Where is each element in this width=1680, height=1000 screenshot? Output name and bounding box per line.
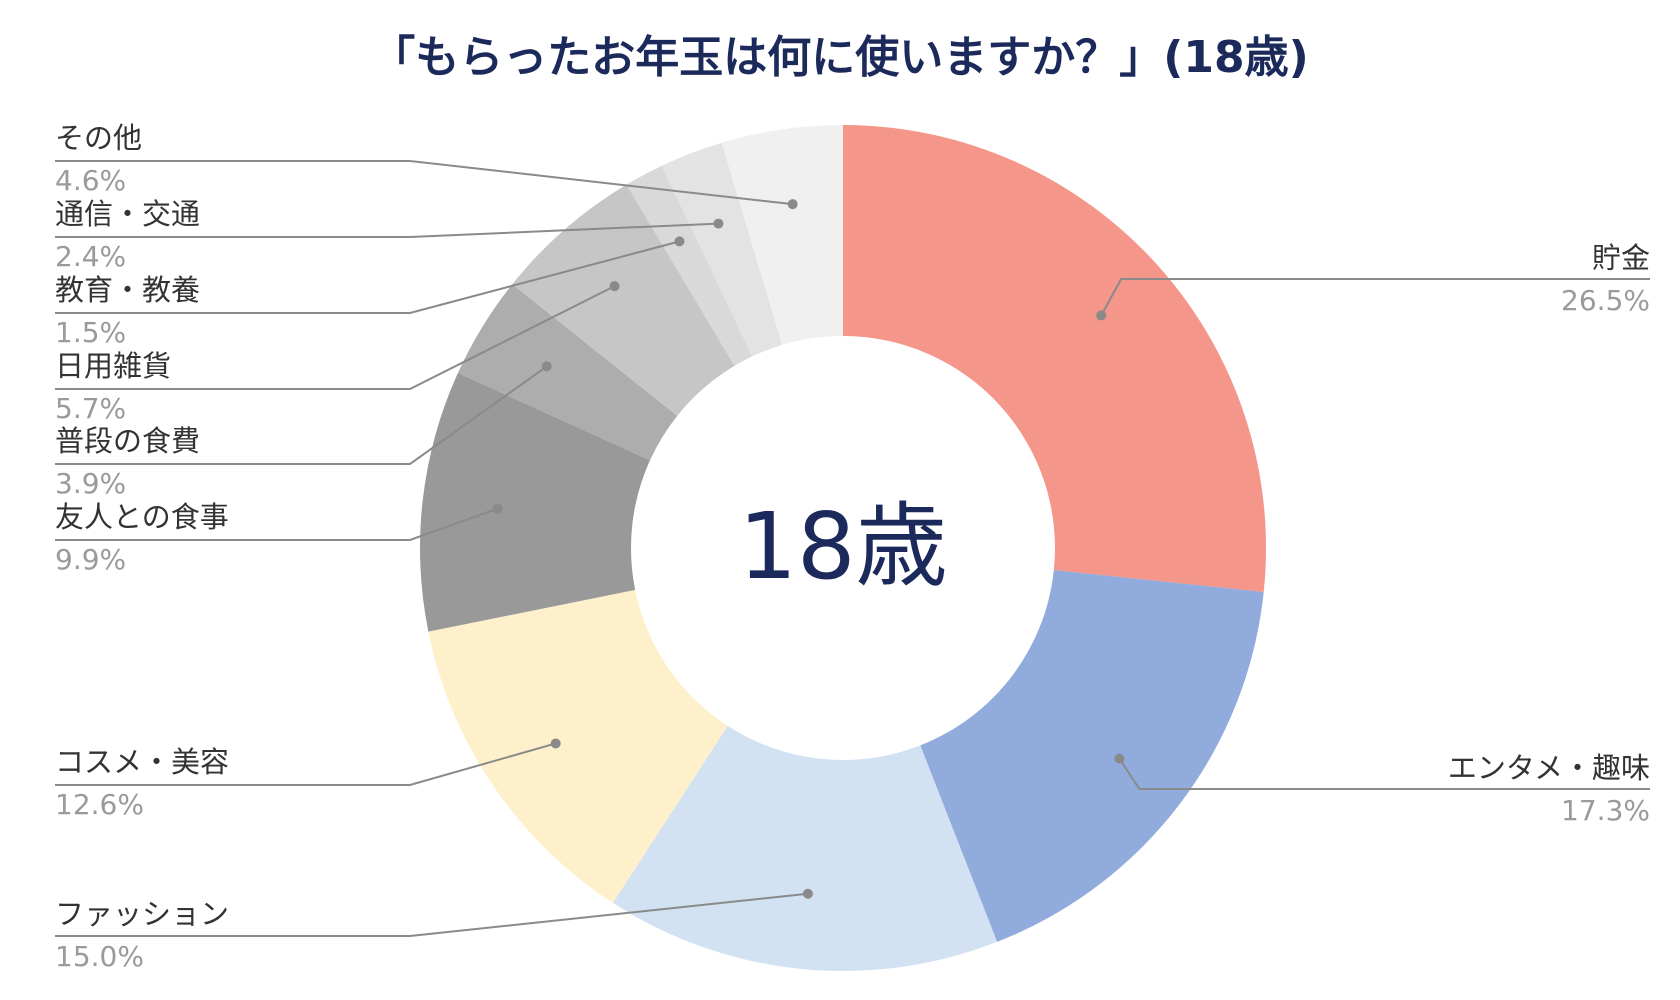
- slice-9-leader-dot: [787, 199, 798, 210]
- slice-0-value-label: 26.5%: [1561, 284, 1650, 317]
- slice-7-leader-line: [55, 240, 680, 314]
- slice-1-value-label: 17.3%: [1561, 794, 1650, 827]
- slice-7-label: 教育・教養: [55, 273, 200, 307]
- slice-6-leader-dot: [609, 281, 620, 292]
- slice-1-label: エンタメ・趣味: [1448, 751, 1650, 785]
- slice-4-leader-line: [55, 507, 499, 541]
- slice-9-value-label: 4.6%: [55, 164, 126, 197]
- slice-3-leader-line: [55, 742, 556, 786]
- slice-7-wedge: [626, 165, 753, 366]
- slice-8-wedge: [661, 142, 783, 357]
- slice-8-leader-dot: [713, 218, 724, 229]
- slice-8-label: 通信・交通: [55, 197, 200, 231]
- slice-4-label: 友人との食事: [55, 500, 229, 534]
- slice-4-leader-dot: [492, 503, 503, 514]
- slice-2-value-label: 15.0%: [55, 940, 144, 973]
- slice-6-label: 日用雑貨: [55, 349, 171, 383]
- slice-2-wedge: [612, 725, 998, 971]
- slice-4-value-label: 9.9%: [55, 543, 126, 576]
- center-label: 18歳: [738, 493, 947, 600]
- chart-title: 「もらったお年玉は何に使いますか？」(18歳): [371, 32, 1308, 83]
- slice-8-leader-line: [55, 222, 719, 238]
- slice-5-leader-line: [55, 365, 548, 465]
- slice-9-label: その他: [55, 121, 142, 155]
- slice-0-leader-line: [1100, 278, 1650, 316]
- slice-7-value-label: 1.5%: [55, 316, 126, 349]
- slice-4-wedge: [420, 372, 651, 632]
- slice-7-leader-dot: [674, 236, 685, 247]
- slice-3-leader-dot: [550, 738, 561, 749]
- slice-1-leader-line: [1118, 758, 1650, 790]
- slice-6-leader-line: [55, 285, 615, 390]
- slice-9-wedge: [721, 125, 843, 345]
- slice-2-label: ファッション: [55, 897, 229, 931]
- slice-5-wedge: [457, 284, 678, 461]
- slice-0-leader-dot: [1096, 310, 1107, 321]
- slice-3-value-label: 12.6%: [55, 788, 144, 821]
- slice-3-wedge: [428, 589, 728, 903]
- slice-5-label: 普段の食費: [55, 424, 200, 458]
- slice-5-leader-dot: [541, 361, 552, 372]
- labels-group: 貯金 26.5% エンタメ・趣味 17.3% ファッション 15.0% コスメ・美容 12.6…: [55, 121, 1650, 973]
- slice-1-leader-dot: [1114, 753, 1125, 764]
- slice-2-leader-dot: [802, 888, 813, 899]
- slice-6-value-label: 5.7%: [55, 392, 126, 425]
- slice-1-wedge: [920, 570, 1264, 942]
- slice-0-wedge: [843, 125, 1267, 593]
- slice-6-wedge: [512, 184, 735, 416]
- slice-5-value-label: 3.9%: [55, 467, 126, 500]
- slice-3-label: コスメ・美容: [55, 745, 229, 779]
- slices-group: [420, 125, 1267, 971]
- slice-0-label: 貯金: [1592, 241, 1650, 275]
- slice-9-leader-line: [55, 160, 793, 206]
- slice-8-value-label: 2.4%: [55, 240, 126, 273]
- slice-2-leader-line: [55, 892, 809, 937]
